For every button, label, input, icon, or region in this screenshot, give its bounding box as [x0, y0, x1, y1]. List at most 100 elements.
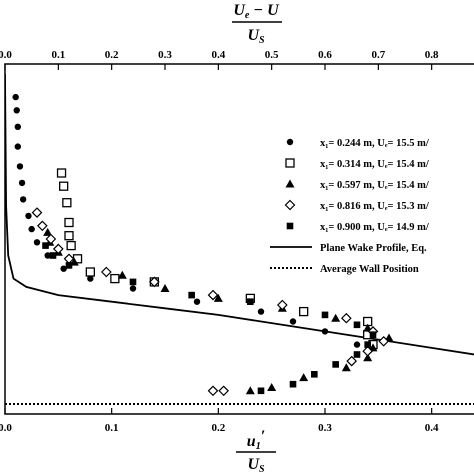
top-axis-tick-label: 0.8: [425, 49, 439, 61]
legend-label-line-1: Plane Wake Profile, Eq.: [320, 243, 427, 254]
top-axis-tick-label: 0.1: [51, 49, 65, 61]
top-axis-tick-label: 0.2: [105, 49, 119, 61]
top-axis-tick-label: 0.5: [265, 49, 279, 61]
series-2-point: [299, 306, 309, 317]
legend-label-line-2: Average Wall Position: [320, 264, 419, 275]
series-4-point: [36, 220, 48, 232]
legend-label-1: x₁= 0.244 m, Uₑ= 15.5 m/: [320, 138, 430, 149]
top-axis-tick-label: 0.7: [371, 49, 385, 61]
series-1-point: [14, 123, 21, 130]
series-4-point: [100, 266, 112, 278]
top-axis-ticks: 0.0 0.1 0.2 0.3 0.4 0.5 0.6 0.7 0.8: [0, 49, 439, 70]
series-1-point: [353, 341, 361, 348]
legend: x₁= 0.244 m, Uₑ= 15.5 m/x₁= 0.314 m, Uₑ=…: [270, 138, 430, 275]
series-5-point: [129, 278, 137, 286]
bottom-axis-label-numerator: u1′: [247, 428, 265, 452]
top-axis-label-denominator: US: [247, 27, 265, 46]
series-5-point: [332, 361, 339, 368]
series-1-point: [13, 107, 20, 114]
series-1-point: [129, 285, 137, 292]
series-1-point: [289, 318, 297, 325]
series-1-point: [33, 239, 41, 246]
series-5-point: [289, 380, 297, 388]
series-3-point: [331, 313, 341, 322]
series-5-point: [257, 387, 265, 395]
series-5-point: [42, 242, 49, 249]
series-2-point: [56, 168, 67, 178]
series-5-point: [65, 262, 73, 269]
series-2-point: [110, 273, 120, 284]
series-2-point: [64, 217, 74, 228]
legend-label-2: x₁= 0.314 m, Uₑ= 15.4 m/: [320, 159, 430, 170]
series-3-point: [117, 270, 127, 279]
series-5-point: [364, 341, 371, 348]
legend-marker-5: [286, 222, 294, 230]
series-1-point: [60, 265, 67, 272]
legend-label-5: x₁= 0.900 m, Uₑ= 14.9 m/: [320, 222, 430, 233]
series-3-point: [43, 227, 53, 236]
series-4-point: [45, 233, 57, 245]
series-5-point: [321, 311, 329, 319]
series-1-point: [12, 93, 19, 101]
series-2-point: [62, 198, 72, 208]
bottom-axis-ticks: 0.0 0.1 0.2 0.3 0.4: [0, 408, 439, 434]
series-2-point: [85, 267, 95, 277]
series-4-point: [31, 207, 43, 218]
plane-wake-profile-line: [5, 73, 474, 356]
bottom-axis-tick-label: 0.3: [318, 422, 332, 434]
series-4-point: [276, 299, 288, 311]
series-4-point: [52, 243, 64, 255]
series-1-point: [16, 163, 24, 170]
series-1-point: [25, 212, 32, 220]
series-3-point: [299, 373, 309, 382]
series-5-point: [369, 331, 377, 338]
series-2-point: [64, 231, 74, 241]
legend-marker-4: [284, 199, 296, 211]
series-4-point: [207, 385, 219, 397]
bottom-axis-tick-label: 0.2: [211, 422, 225, 434]
series-1-point: [193, 298, 201, 305]
legend-marker-3: [285, 179, 295, 188]
series-1-point: [14, 143, 21, 150]
points-layer: [12, 93, 394, 397]
series-3-point: [160, 284, 170, 292]
series-1-point: [28, 225, 35, 233]
series-5-point: [49, 252, 57, 259]
bottom-axis-label: u1′ US: [236, 428, 276, 474]
plot-area: [5, 73, 474, 405]
top-axis-label: Ue − U US: [232, 2, 282, 46]
legend-label-3: x₁= 0.597 m, Uₑ= 15.4 m/: [320, 180, 430, 191]
series-5-point: [353, 321, 361, 329]
legend-marker-1: [286, 138, 294, 146]
series-4-point: [340, 312, 352, 324]
series-4-point: [378, 335, 390, 347]
series-1-point: [18, 179, 26, 187]
series-1-point: [87, 275, 94, 282]
bottom-axis-tick-label: 0.1: [105, 422, 119, 434]
bottom-axis-tick-label: 0.4: [425, 422, 439, 434]
series-1-point: [321, 328, 329, 335]
series-1-point: [44, 252, 51, 259]
series-2-point: [66, 240, 76, 251]
series-5-point: [353, 351, 361, 358]
top-axis-tick-label: 0.0: [0, 49, 12, 61]
series-5-point: [311, 371, 318, 378]
series-4-point: [346, 355, 358, 367]
top-axis-label-numerator: Ue − U: [233, 2, 280, 21]
top-axis-tick-label: 0.3: [158, 49, 172, 61]
legend-label-4: x₁= 0.816 m, Uₑ= 15.3 m/: [320, 201, 430, 212]
series-1-point: [19, 196, 27, 203]
series-3-point: [341, 363, 351, 372]
series-2-point: [59, 181, 69, 191]
series-5-point: [247, 298, 254, 305]
series-4-point: [362, 345, 374, 357]
series-5-point: [188, 291, 195, 299]
series-4-point: [218, 385, 230, 397]
lines-layer: [5, 73, 474, 405]
plot-frame: [4, 63, 474, 415]
series-4-point: [148, 276, 160, 288]
bottom-axis-label-denominator: US: [247, 456, 265, 474]
series-3-point: [213, 293, 223, 302]
series-1-point: [257, 308, 265, 315]
top-axis-tick-label: 0.6: [318, 49, 332, 61]
